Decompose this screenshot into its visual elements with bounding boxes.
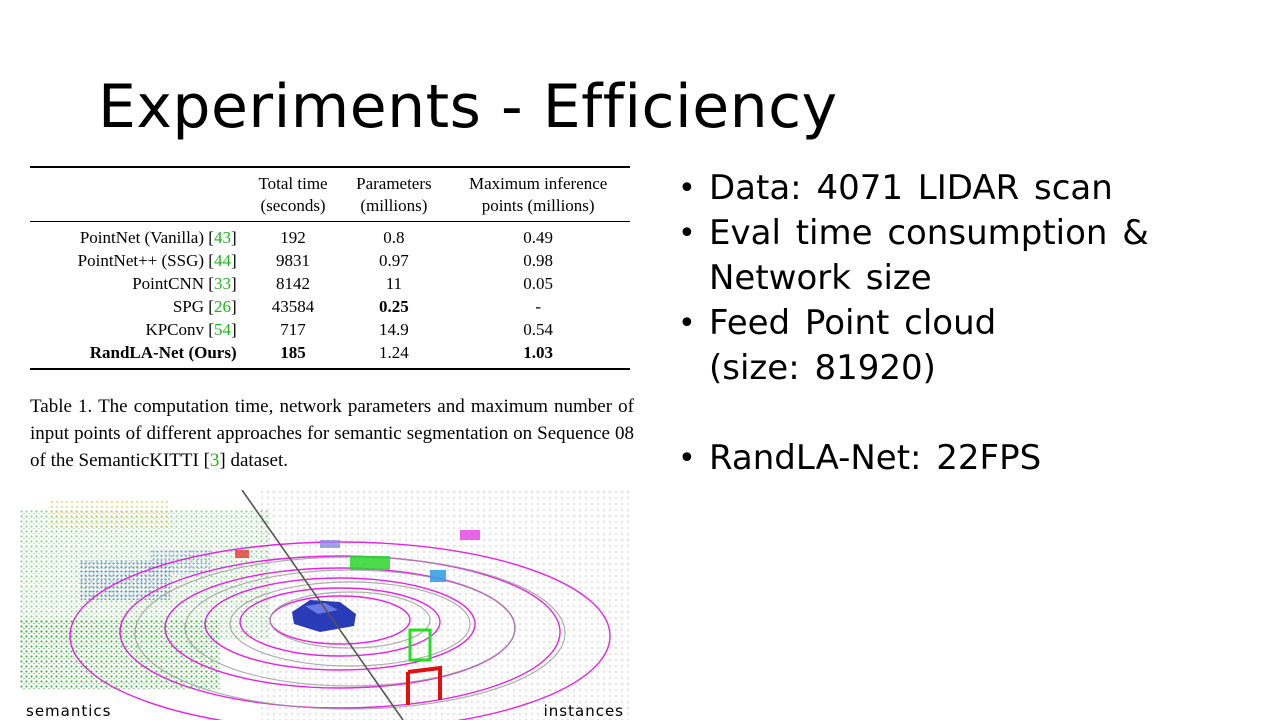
method-cell: RandLA-Net (Ours) <box>89 343 237 362</box>
table-row: KPConv [54] 717 14.9 0.54 <box>30 318 630 341</box>
time-cell: 8142 <box>276 274 311 293</box>
point-cloud-figure: semantics instances <box>20 490 630 720</box>
semantics-label: semantics <box>26 702 112 720</box>
time-cell: 192 <box>280 228 306 247</box>
method-cell: PointCNN [33] <box>132 274 237 293</box>
table-caption: Table 1. The computation time, network p… <box>30 396 634 471</box>
bullet-fps: • RandLA-Net: 22FPS <box>676 436 1266 481</box>
method-cell: PointNet++ (SSG) [44] <box>77 251 237 270</box>
method-cell: PointNet (Vanilla) [43] <box>79 228 237 247</box>
time-cell: 9831 <box>276 251 311 270</box>
header-max-points: Maximum inference points (millions) <box>468 174 608 215</box>
params-cell: 0.8 <box>383 228 405 247</box>
time-cell: 717 <box>280 320 306 339</box>
points-cell: 0.05 <box>523 274 554 293</box>
table-row: PointCNN [33] 8142 11 0.05 <box>30 272 630 295</box>
points-cell: - <box>535 297 541 316</box>
table-row-ours: RandLA-Net (Ours) 185 1.24 1.03 <box>30 341 630 369</box>
time-cell: 185 <box>280 343 306 362</box>
params-cell: 14.9 <box>379 320 409 339</box>
bullet-dot-icon: • <box>678 441 696 476</box>
method-cell: KPConv [54] <box>145 320 237 339</box>
params-cell: 1.24 <box>379 343 409 362</box>
points-cell: 1.03 <box>523 343 554 362</box>
bullet-dot-icon: • <box>678 216 696 251</box>
slide-title: Experiments - Efficiency <box>98 72 838 142</box>
bullet-eval: • Eval time consumption & Network size <box>678 213 1149 298</box>
table-row: SPG [26] 43584 0.25 - <box>30 295 630 318</box>
params-cell: 11 <box>385 274 403 293</box>
bullet-feed: • Feed Point cloud (size: 81920) <box>678 303 997 388</box>
points-cell: 0.49 <box>523 228 554 247</box>
bullet-dot-icon: • <box>678 306 696 341</box>
time-cell: 43584 <box>271 297 315 316</box>
bullet-data: • Data: 4071 LIDAR scan <box>676 166 1266 211</box>
params-cell: 0.97 <box>379 251 409 270</box>
table-header-row: Total time (seconds) Parameters (million… <box>30 167 630 222</box>
point-cloud-image <box>20 490 630 720</box>
header-total-time: Total time (seconds) <box>258 174 328 215</box>
points-cell: 0.54 <box>523 320 554 339</box>
table-row: PointNet++ (SSG) [44] 9831 0.97 0.98 <box>30 249 630 272</box>
car-shape <box>292 600 356 632</box>
points-cell: 0.98 <box>523 251 554 270</box>
params-cell: 0.25 <box>379 297 409 316</box>
header-method <box>30 167 245 222</box>
header-parameters: Parameters (millions) <box>356 174 432 215</box>
bullet-dot-icon: • <box>678 171 696 206</box>
method-cell: SPG [26] <box>172 297 237 316</box>
instances-label: instances <box>543 702 624 720</box>
table-row: PointNet (Vanilla) [43] 192 0.8 0.49 <box>30 222 630 250</box>
bullet-list: • Data: 4071 LIDAR scan • Eval time consum… <box>676 166 1266 481</box>
efficiency-table: Total time (seconds) Parameters (million… <box>30 166 630 370</box>
